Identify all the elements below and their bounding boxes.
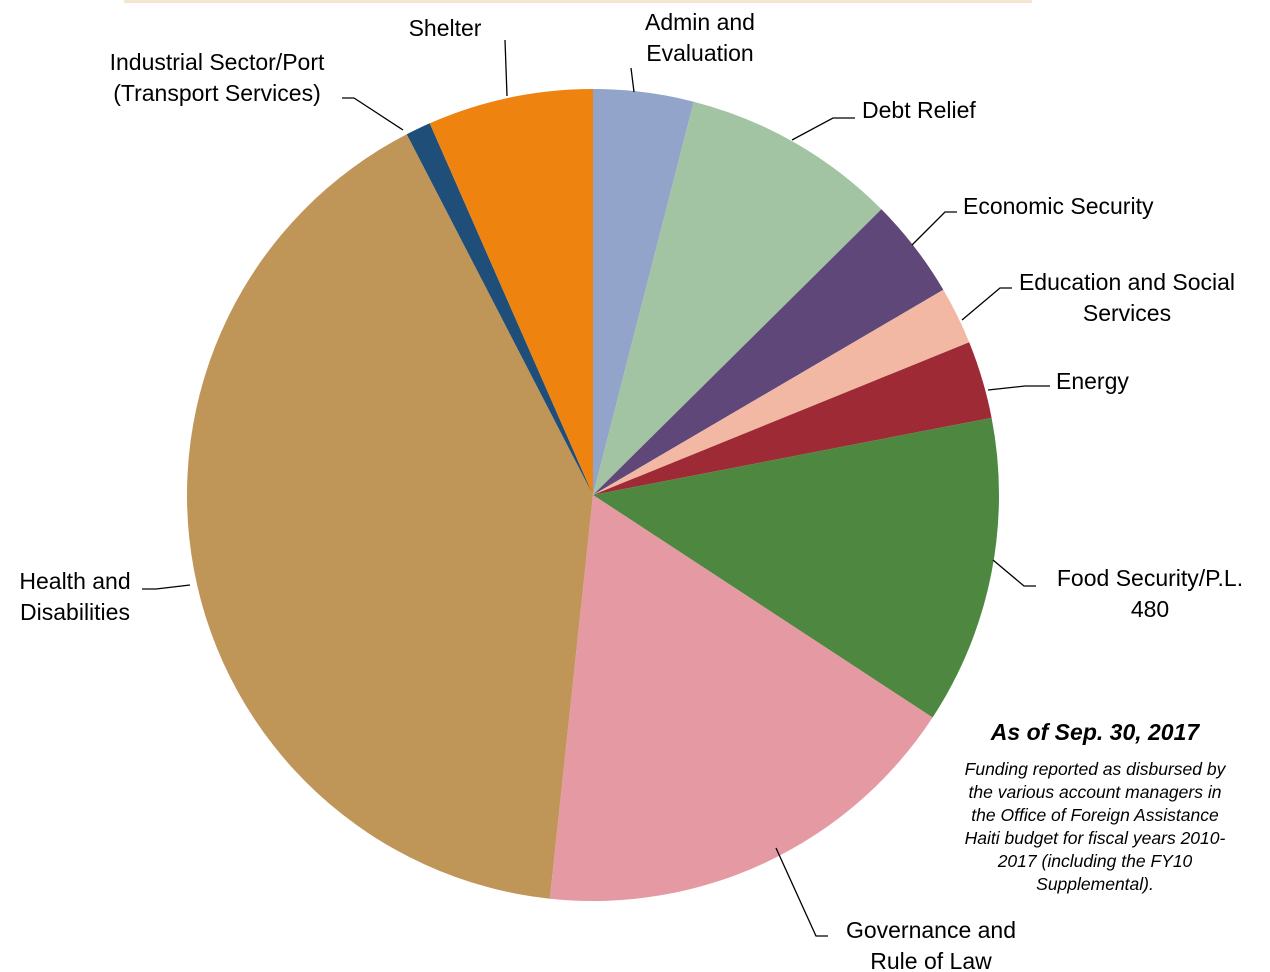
pie-slice-shelter (429, 89, 593, 495)
slice-label-line: Shelter (409, 15, 482, 41)
annotation-title: As of Sep. 30, 2017 (990, 719, 1200, 745)
leader-line (992, 559, 1036, 587)
slice-label: Health and Disabilities (19, 568, 130, 625)
slice-label-line: Debt Relief (862, 97, 976, 123)
slice-label-line: Education and Social (1019, 269, 1235, 295)
annotation-line: the Office of Foreign Assistance (971, 805, 1219, 825)
pie-slice-debt-relief (593, 101, 882, 495)
pie-slice-food-security-p-l-480 (593, 417, 1000, 718)
pie-slice-admin-and-evaluation (593, 89, 694, 495)
pie-slice-governance-and-rule-of-law (549, 495, 933, 902)
slice-label-line: Industrial Sector/Port (110, 49, 325, 75)
leader-line (961, 287, 1012, 321)
slice-label-line: Rule of Law (870, 948, 992, 972)
leader-line (630, 67, 635, 93)
annotation-box: As of Sep. 30, 2017 Funding reported as … (920, 712, 1270, 896)
pie-slices (186, 89, 1000, 902)
annotation-line: the various account managers in (968, 782, 1222, 802)
annotation-line: Haiti budget for fiscal years 2010- (964, 828, 1226, 848)
slice-label: Energy (1056, 368, 1129, 394)
slice-label: Governance and Rule of Law (846, 917, 1016, 972)
leader-line (504, 39, 508, 97)
slice-label-line: Energy (1056, 368, 1129, 394)
slice-label-line: Evaluation (646, 40, 753, 66)
leader-line (911, 211, 957, 246)
annotation-line: Supplemental). (1036, 874, 1154, 894)
slice-label: Food Security/P.L. 480 (1057, 565, 1243, 622)
slice-label-line: 480 (1131, 596, 1169, 622)
pie-slice-energy (593, 342, 992, 495)
pie-slice-health-and-disabilities (186, 134, 593, 899)
annotation-line: Funding reported as disbursed by (964, 759, 1226, 779)
leader-line (342, 97, 404, 131)
slice-label-line: (Transport Services) (113, 80, 320, 106)
slice-label: Industrial Sector/Port (Transport Service… (110, 49, 325, 106)
pie-slice-education-and-social-services (593, 289, 970, 495)
leader-line (775, 847, 828, 937)
slice-label: Education and Social Services (1019, 269, 1235, 326)
slice-label-line: Admin and (645, 9, 755, 35)
slice-label-line: Services (1083, 300, 1171, 326)
slice-label: Debt Relief (862, 97, 976, 123)
slice-label-line: Disabilities (20, 599, 130, 625)
pie-slice-industrial-sector-port-transport-services (406, 123, 593, 495)
annotation-line: 2017 (including the FY10 (997, 851, 1193, 871)
leader-line (142, 584, 191, 590)
leader-line (987, 385, 1050, 391)
slice-label-line: Food Security/P.L. (1057, 565, 1243, 591)
slice-labels: Admin and Evaluation Debt Relief Economic S… (19, 9, 1243, 972)
slice-label: Economic Security (963, 193, 1154, 219)
annotation-body: Funding reported as disbursed by the var… (920, 758, 1270, 896)
slice-label: Admin and Evaluation (645, 9, 755, 66)
leader-lines (142, 39, 1050, 937)
pie-slice-economic-security (593, 209, 944, 495)
top-border-line (124, 0, 1032, 3)
leader-line (791, 117, 855, 141)
slice-label-line: Health and (19, 568, 130, 594)
slice-label-line: Economic Security (963, 193, 1154, 219)
slice-label-line: Governance and (846, 917, 1016, 943)
slice-label: Shelter (409, 15, 482, 41)
